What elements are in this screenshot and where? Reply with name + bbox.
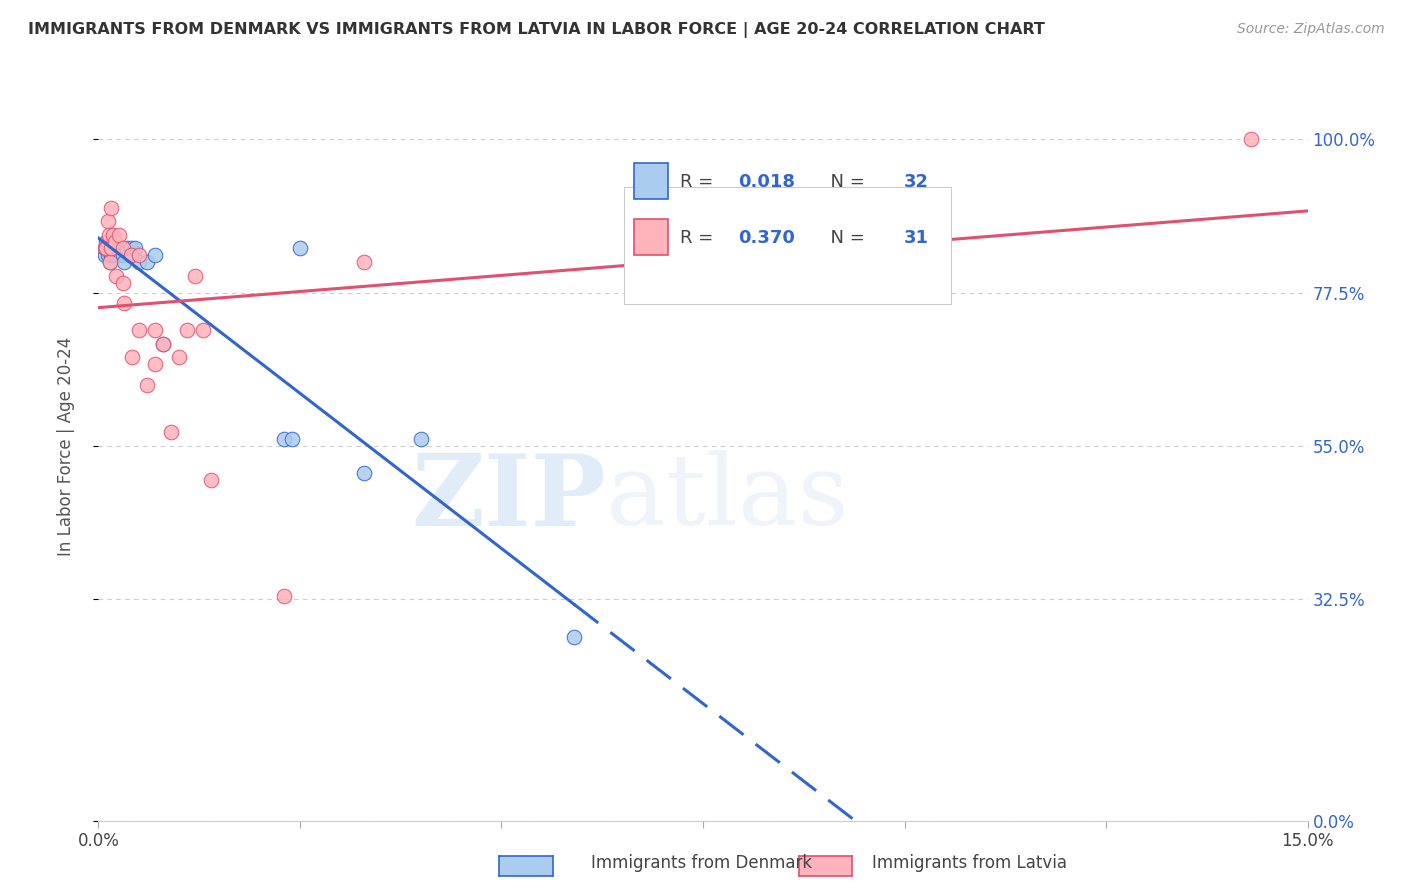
Point: [135, 255, 157, 269]
Text: R =: R =: [681, 228, 718, 247]
Point: [120, 242, 142, 256]
Point: [111, 276, 134, 290]
Point: [121, 248, 143, 262]
Point: [101, 227, 124, 242]
Point: [94, 242, 117, 256]
Text: N =: N =: [820, 228, 870, 247]
Point: [103, 235, 125, 249]
Point: [143, 248, 166, 262]
Point: [100, 242, 122, 256]
Point: [97, 227, 120, 242]
Point: [143, 357, 166, 371]
Point: [103, 242, 125, 256]
Point: [120, 248, 142, 262]
Text: 0.018: 0.018: [738, 172, 794, 191]
Point: [107, 248, 129, 262]
Point: [184, 268, 207, 283]
Point: [128, 255, 150, 269]
Point: [288, 242, 311, 256]
Point: [100, 248, 122, 262]
Point: [152, 336, 174, 351]
Point: [409, 432, 432, 446]
Point: [103, 248, 125, 262]
Point: [281, 432, 304, 446]
Point: [94, 242, 117, 256]
Point: [97, 248, 120, 262]
Point: [200, 473, 222, 487]
Text: N =: N =: [820, 172, 870, 191]
Point: [124, 242, 146, 256]
Point: [143, 323, 166, 337]
Point: [105, 242, 128, 256]
Point: [152, 336, 174, 351]
Point: [97, 242, 120, 256]
Point: [176, 323, 198, 337]
Point: [562, 630, 585, 644]
Text: 0.370: 0.370: [738, 228, 794, 247]
Point: [98, 255, 121, 269]
Point: [353, 255, 375, 269]
Point: [94, 248, 117, 262]
Point: [96, 242, 118, 256]
Point: [273, 432, 295, 446]
Point: [273, 589, 295, 603]
Point: [100, 201, 122, 215]
Text: R =: R =: [681, 172, 718, 191]
Point: [112, 255, 135, 269]
Point: [111, 242, 134, 256]
Point: [105, 248, 128, 262]
Point: [128, 323, 150, 337]
Text: 31: 31: [904, 228, 929, 247]
Point: [105, 268, 128, 283]
Y-axis label: In Labor Force | Age 20-24: In Labor Force | Age 20-24: [56, 336, 75, 556]
Point: [1240, 132, 1263, 146]
Point: [167, 351, 190, 365]
Point: [353, 467, 375, 481]
Point: [94, 242, 117, 256]
Point: [107, 227, 129, 242]
Point: [120, 248, 142, 262]
FancyBboxPatch shape: [634, 162, 668, 199]
Point: [160, 425, 183, 440]
Text: Immigrants from Denmark: Immigrants from Denmark: [591, 855, 811, 872]
Point: [111, 248, 134, 262]
Point: [98, 255, 121, 269]
FancyBboxPatch shape: [634, 219, 668, 255]
Point: [193, 323, 215, 337]
Text: 32: 32: [904, 172, 929, 191]
Point: [135, 377, 157, 392]
FancyBboxPatch shape: [624, 187, 950, 303]
Point: [97, 214, 120, 228]
Text: atlas: atlas: [606, 450, 849, 546]
Text: Immigrants from Latvia: Immigrants from Latvia: [872, 855, 1067, 872]
Point: [94, 235, 117, 249]
Point: [101, 242, 124, 256]
Point: [121, 351, 143, 365]
Text: ZIP: ZIP: [412, 450, 606, 547]
Text: Source: ZipAtlas.com: Source: ZipAtlas.com: [1237, 22, 1385, 37]
Point: [112, 296, 135, 310]
Point: [115, 242, 138, 256]
Point: [100, 248, 122, 262]
Point: [128, 248, 150, 262]
Text: IMMIGRANTS FROM DENMARK VS IMMIGRANTS FROM LATVIA IN LABOR FORCE | AGE 20-24 COR: IMMIGRANTS FROM DENMARK VS IMMIGRANTS FR…: [28, 22, 1045, 38]
